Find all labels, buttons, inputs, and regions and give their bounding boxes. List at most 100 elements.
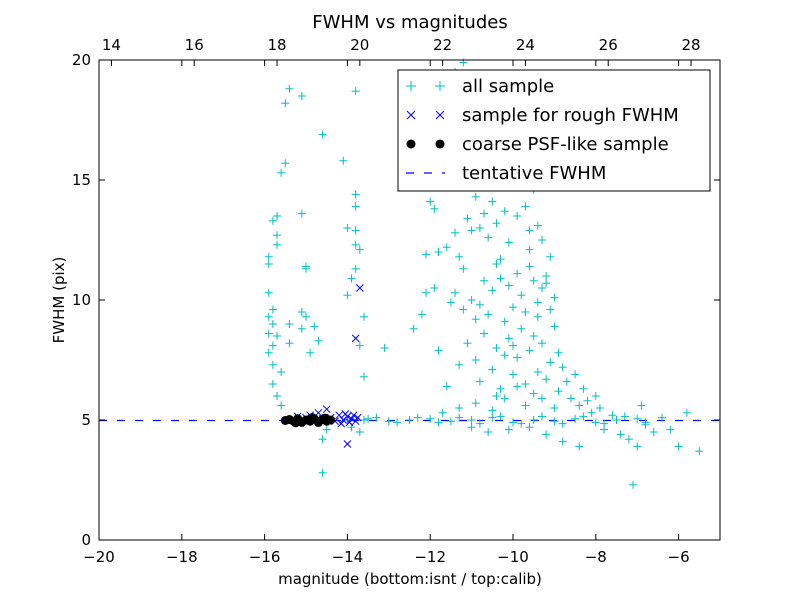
- data-point-plus: [616, 430, 625, 439]
- data-point-plus: [484, 233, 493, 242]
- data-point-plus: [600, 419, 609, 428]
- data-point-plus: [641, 418, 650, 427]
- data-point-plus: [484, 310, 493, 319]
- data-point-plus: [525, 346, 534, 355]
- data-point-plus: [575, 442, 584, 451]
- data-point-plus: [359, 372, 368, 381]
- data-point-plus: [492, 392, 501, 400]
- data-point-plus: [413, 413, 422, 422]
- data-point-plus: [633, 414, 642, 423]
- data-point-plus: [455, 404, 464, 412]
- data-point-plus: [529, 389, 538, 398]
- data-point-plus: [480, 329, 489, 338]
- data-point-plus: [517, 419, 526, 428]
- data-point-plus: [451, 228, 460, 237]
- x-stroke-b: [351, 417, 360, 426]
- data-point-plus: [351, 240, 360, 249]
- data-point-plus: [355, 428, 364, 436]
- legend-box: [397, 69, 711, 192]
- data-point-plus: [517, 324, 526, 333]
- data-point-plus: [550, 417, 559, 426]
- data-point-plus: [318, 435, 327, 444]
- data-point-plus: [314, 336, 323, 345]
- data-point-plus: [268, 341, 277, 350]
- data-point-plus: [322, 425, 331, 434]
- data-point-x: [322, 405, 331, 414]
- data-point-plus: [608, 411, 617, 420]
- data-point-plus: [542, 279, 551, 288]
- data-point-plus: [517, 291, 526, 300]
- data-point-plus: [297, 324, 306, 333]
- data-point-plus: [475, 377, 484, 386]
- data-point-plus: [542, 272, 551, 280]
- data-point-plus: [682, 408, 691, 417]
- data-point-plus: [359, 312, 368, 321]
- data-point-plus: [455, 413, 464, 422]
- data-point-plus: [509, 418, 517, 427]
- data-point-plus: [351, 226, 360, 235]
- data-point-x: [355, 284, 364, 292]
- legend-label-all-sample: all sample: [462, 76, 554, 97]
- data-point-plus: [583, 396, 592, 405]
- x-tick-label: −8: [585, 548, 607, 566]
- data-point-plus: [351, 202, 360, 211]
- data-point-plus: [430, 284, 439, 292]
- data-point-plus: [537, 284, 546, 292]
- data-point-dot: [307, 413, 317, 423]
- data-point-plus: [318, 468, 327, 477]
- data-point-x: [353, 413, 362, 422]
- x-stroke-b: [337, 419, 346, 428]
- data-point-dot: [291, 418, 301, 428]
- series-coarse-psf-like-sample: [280, 413, 336, 428]
- data-point-plus: [554, 348, 563, 357]
- data-point-plus: [422, 288, 431, 297]
- data-point-plus: [513, 353, 522, 362]
- data-point-plus: [355, 245, 364, 254]
- data-point-plus: [264, 348, 273, 357]
- data-point-plus: [463, 214, 472, 223]
- data-point-plus: [533, 368, 542, 376]
- data-point-plus: [550, 293, 559, 302]
- data-point-plus: [500, 394, 509, 403]
- data-point-plus: [666, 425, 675, 434]
- data-point-x: [345, 418, 354, 427]
- data-point-plus: [355, 341, 364, 350]
- data-point-plus: [509, 303, 517, 312]
- legend-marker-x: [406, 110, 445, 120]
- data-point-plus: [504, 334, 513, 343]
- data-point-plus: [339, 156, 348, 165]
- data-point-plus: [372, 413, 381, 422]
- data-point-plus: [347, 274, 356, 283]
- data-point-plus: [310, 322, 319, 331]
- data-point-plus: [658, 413, 667, 422]
- data-point-plus: [492, 219, 501, 228]
- legend-marker-plus: [406, 81, 445, 91]
- y-axis-label: FWHM (pix): [50, 257, 68, 344]
- data-point-plus: [297, 308, 306, 316]
- data-point-plus: [459, 264, 468, 273]
- data-point-plus: [562, 377, 571, 386]
- top-tick-label: 22: [433, 36, 452, 54]
- data-point-plus: [318, 130, 327, 139]
- data-point-plus: [500, 351, 509, 360]
- data-point-plus: [281, 159, 290, 168]
- data-point-plus: [587, 408, 596, 417]
- data-point-plus: [492, 260, 501, 268]
- data-point-plus: [571, 370, 580, 379]
- x-tick-label: −10: [497, 548, 529, 566]
- data-point-plus: [417, 310, 426, 319]
- data-point-plus: [409, 324, 418, 333]
- y-tick-label: 20: [72, 51, 91, 69]
- top-tick-label: 18: [267, 36, 286, 54]
- data-point-plus: [281, 99, 290, 108]
- data-point-plus: [264, 288, 273, 297]
- y-tick-label: 5: [81, 411, 91, 429]
- data-point-plus: [459, 305, 468, 314]
- data-point-plus: [546, 305, 555, 314]
- x-stroke-b: [322, 405, 331, 414]
- data-point-plus: [273, 240, 282, 249]
- data-point-plus: [509, 370, 517, 379]
- data-point-plus: [430, 204, 439, 213]
- data-point-plus: [546, 252, 555, 261]
- top-tick-label: 26: [599, 36, 618, 54]
